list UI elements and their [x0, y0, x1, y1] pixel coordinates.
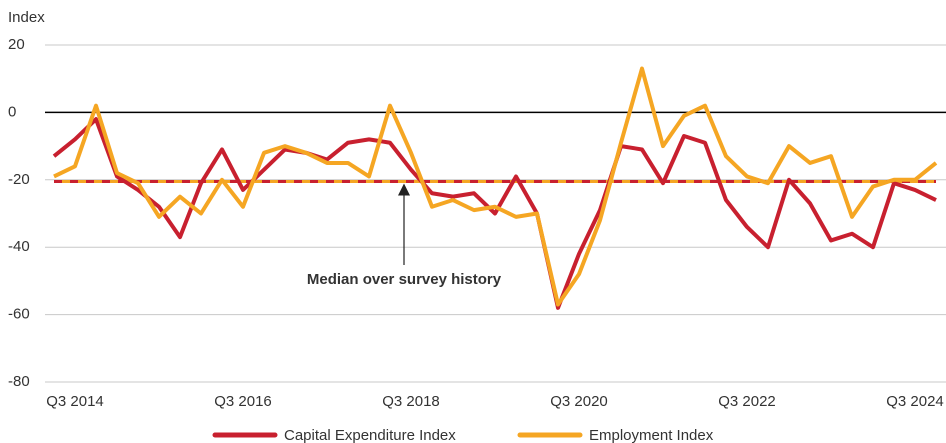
x-tick-label: Q3 2018: [382, 393, 440, 410]
y-tick-label: -80: [8, 373, 30, 390]
x-tick-label: Q3 2022: [718, 393, 776, 410]
legend-label: Capital Expenditure Index: [284, 427, 456, 443]
y-tick-label: -20: [8, 171, 30, 188]
annotation-arrowhead: [398, 183, 410, 196]
x-tick-label: Q3 2024: [886, 393, 944, 410]
annotation: Median over survey history: [307, 271, 502, 288]
y-tick-label: -40: [8, 238, 30, 255]
y-tick-label: 20: [8, 36, 25, 53]
legend-label: Employment Index: [589, 427, 714, 443]
x-tick-label: Q3 2016: [214, 393, 272, 410]
x-tick-label: Q3 2014: [46, 393, 104, 410]
y-tick-label: -60: [8, 306, 30, 323]
series-line: [52, 117, 937, 310]
x-tick-label: Q3 2020: [550, 393, 608, 410]
series-line: [53, 66, 938, 307]
y-tick-label: 0: [8, 103, 16, 120]
y-axis-label: Index: [8, 9, 45, 26]
